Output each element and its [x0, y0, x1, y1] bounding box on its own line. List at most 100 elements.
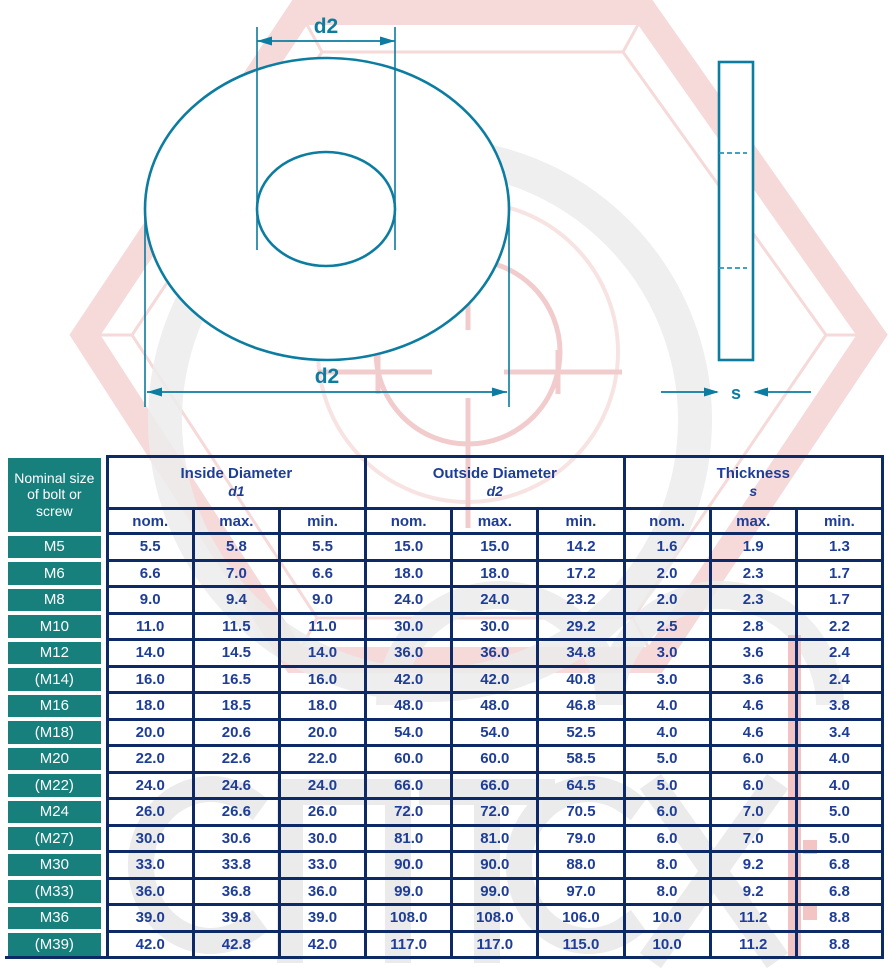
value-cell: 3.0: [622, 664, 712, 694]
row-size-label: M30: [8, 853, 101, 876]
row-size-label: M12: [8, 641, 101, 664]
value-cell: 6.0: [622, 823, 712, 853]
top-dimension-label: d2: [314, 15, 339, 38]
subheader-nom: nom.: [622, 507, 712, 535]
corner-header-label: Nominal size of bolt or screw: [8, 457, 101, 532]
value-cell: 42.8: [191, 929, 281, 959]
table-row: M16 18.0 18.5 18.0 48.0 48.0 46.8 4.0 4.6 3.8: [8, 691, 885, 721]
value-cell: 9.4: [191, 585, 281, 615]
row-size-cell: M20: [8, 746, 107, 773]
table-row: (M33) 36.0 36.8 36.0 99.0 99.0 97.0 8.0 9.2 6.8: [8, 876, 885, 906]
value-cell: 3.8: [794, 691, 885, 721]
row-size-cell: (M18): [8, 719, 107, 746]
value-cell: 10.0: [622, 903, 712, 933]
value-cell: 42.0: [450, 664, 540, 694]
value-cell: 72.0: [450, 797, 540, 827]
value-cell: 24.0: [105, 770, 195, 800]
top-dimension-arrows: [257, 36, 395, 46]
value-cell: 4.0: [794, 770, 885, 800]
value-cell: 97.0: [536, 876, 626, 906]
value-cell: 3.6: [708, 664, 798, 694]
value-cell: 117.0: [450, 929, 540, 959]
value-cell: 20.0: [105, 717, 195, 747]
value-cell: 7.0: [708, 797, 798, 827]
value-cell: 29.2: [536, 611, 626, 641]
value-cell: 2.3: [708, 558, 798, 588]
group-header-inside-diameter: Inside Diameter d1: [105, 455, 368, 510]
value-cell: 2.0: [622, 558, 712, 588]
group-title: Thickness: [716, 465, 790, 483]
dimension-table: Nominal size of bolt or screw Inside Dia…: [8, 455, 885, 959]
value-cell: 1.3: [794, 532, 885, 562]
value-cell: 40.8: [536, 664, 626, 694]
value-cell: 8.8: [794, 929, 885, 959]
value-cell: 18.0: [277, 691, 368, 721]
table-row: (M18) 20.0 20.6 20.0 54.0 54.0 52.5 4.0 4.6 3.4: [8, 717, 885, 747]
value-cell: 70.5: [536, 797, 626, 827]
value-cell: 22.0: [105, 744, 195, 774]
value-cell: 115.0: [536, 929, 626, 959]
value-cell: 23.2: [536, 585, 626, 615]
value-cell: 33.0: [105, 850, 195, 880]
group-symbol: d2: [486, 483, 503, 500]
row-size-cell: M10: [8, 613, 107, 640]
value-cell: 48.0: [364, 691, 454, 721]
value-cell: 14.5: [191, 638, 281, 668]
hidden-hole-lines: [719, 152, 747, 269]
value-cell: 52.5: [536, 717, 626, 747]
value-cell: 2.2: [794, 611, 885, 641]
bottom-dimension-label: d2: [315, 365, 340, 388]
group-title: Outside Diameter: [432, 465, 557, 483]
value-cell: 4.0: [622, 717, 712, 747]
row-size-label: M8: [8, 588, 101, 611]
washer-technical-drawing: d2 d2 s: [143, 15, 811, 407]
value-cell: 18.0: [105, 691, 195, 721]
value-cell: 64.5: [536, 770, 626, 800]
row-size-label: (M18): [8, 721, 101, 744]
bottom-dimension-arrows: [147, 387, 507, 397]
value-cell: 90.0: [364, 850, 454, 880]
table-row: (M22) 24.0 24.6 24.0 66.0 66.0 64.5 5.0 6.0 4.0: [8, 770, 885, 800]
value-cell: 9.2: [708, 876, 798, 906]
group-header-thickness: Thickness s: [622, 455, 885, 510]
value-cell: 2.3: [708, 585, 798, 615]
corner-header-cell: Nominal size of bolt or screw: [8, 457, 107, 534]
value-cell: 14.0: [105, 638, 195, 668]
value-cell: 4.0: [622, 691, 712, 721]
value-cell: 7.0: [191, 558, 281, 588]
row-size-label: M20: [8, 747, 101, 770]
group-title: Inside Diameter: [180, 465, 293, 483]
value-cell: 30.6: [191, 823, 281, 853]
row-size-cell: (M22): [8, 772, 107, 799]
value-cell: 1.6: [622, 532, 712, 562]
value-cell: 5.0: [794, 823, 885, 853]
value-cell: 33.0: [277, 850, 368, 880]
value-cell: 24.6: [191, 770, 281, 800]
value-cell: 54.0: [450, 717, 540, 747]
row-size-label: M24: [8, 800, 101, 823]
value-cell: 6.8: [794, 876, 885, 906]
value-cell: 8.0: [622, 850, 712, 880]
table-row: M36 39.0 39.8 39.0 108.0 108.0 106.0 10.0 11.2 8.…: [8, 903, 885, 933]
value-cell: 24.0: [450, 585, 540, 615]
row-size-label: (M39): [8, 933, 101, 956]
value-cell: 5.0: [622, 744, 712, 774]
value-cell: 5.0: [622, 770, 712, 800]
group-header-outside-diameter: Outside Diameter d2: [364, 455, 626, 510]
subheader-min: min.: [794, 507, 885, 535]
table-row: M5 5.5 5.8 5.5 15.0 15.0 14.2 1.6 1.9 1.3: [8, 532, 885, 562]
washer-dimension-table: Nominal size of bolt or screw Inside Dia…: [8, 455, 885, 959]
value-cell: 22.0: [277, 744, 368, 774]
row-size-label: (M14): [8, 668, 101, 691]
subheader-min: min.: [277, 507, 368, 535]
row-size-cell: M36: [8, 905, 107, 932]
table-row: M12 14.0 14.5 14.0 36.0 36.0 34.8 3.0 3.6 2.4: [8, 638, 885, 668]
value-cell: 18.0: [364, 558, 454, 588]
group-symbol: d1: [228, 483, 245, 500]
row-size-label: M16: [8, 694, 101, 717]
row-size-cell: (M27): [8, 825, 107, 852]
value-cell: 66.0: [364, 770, 454, 800]
value-cell: 1.7: [794, 558, 885, 588]
top-dimension: [256, 27, 396, 250]
row-size-cell: M8: [8, 587, 107, 614]
